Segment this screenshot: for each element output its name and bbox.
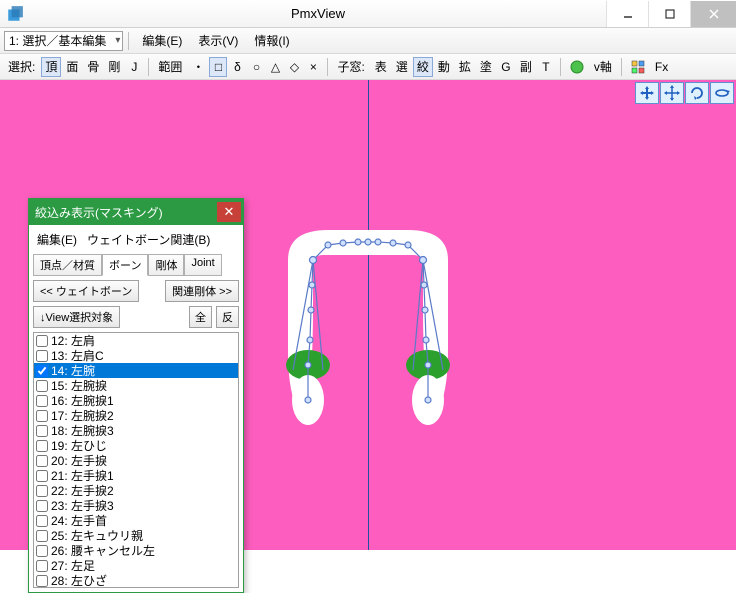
toolbar-button[interactable]: ・ <box>188 57 208 77</box>
toolbar-button[interactable]: ◇ <box>285 57 303 77</box>
list-item[interactable]: 16: 左腕捩1 <box>34 393 238 408</box>
list-item[interactable]: 26: 腰キャンセル左 <box>34 543 238 558</box>
menu-item[interactable]: 情報(I) <box>246 30 297 52</box>
toolbar-button[interactable]: 選 <box>392 57 412 77</box>
list-item-checkbox[interactable] <box>36 485 48 497</box>
toolbar-button[interactable]: ○ <box>247 57 265 77</box>
tool-circle-green-icon[interactable] <box>566 57 588 77</box>
viewport[interactable]: 絞込み表示(マスキング) ✕ 編集(E) ウェイトボーン関連(B) 頂点／材質ボー… <box>0 80 736 550</box>
list-item[interactable]: 27: 左足 <box>34 558 238 573</box>
list-item[interactable]: 25: 左キュウリ親 <box>34 528 238 543</box>
panel-close-button[interactable]: ✕ <box>217 202 241 222</box>
gizmo-move-icon[interactable] <box>660 82 684 104</box>
toolbar-button[interactable]: 表 <box>371 57 391 77</box>
maximize-button[interactable] <box>648 1 690 27</box>
toolbar-button[interactable]: 骨 <box>83 57 103 77</box>
view-select-target-button[interactable]: ↓View選択対象 <box>33 306 120 328</box>
range-label: 範囲 <box>154 58 186 75</box>
toolbar-button[interactable]: G <box>497 57 515 77</box>
panel-tab[interactable]: Joint <box>184 254 221 276</box>
gizmo-pan-icon[interactable] <box>635 82 659 104</box>
list-item-checkbox[interactable] <box>36 440 48 452</box>
list-item-checkbox[interactable] <box>36 425 48 437</box>
list-item-checkbox[interactable] <box>36 380 48 392</box>
panel-menu-item[interactable]: 編集(E) <box>37 231 77 248</box>
gizmo-zoom-icon[interactable] <box>710 82 734 104</box>
panel-tab[interactable]: ボーン <box>102 254 148 276</box>
toolbar-button[interactable]: 剛 <box>104 57 124 77</box>
menu-item[interactable]: 編集(E) <box>134 30 190 52</box>
toolbar-button[interactable]: 塗 <box>476 57 496 77</box>
list-item-label: 29: 左足首 <box>51 587 107 588</box>
model-canvas <box>228 210 508 440</box>
list-item[interactable]: 21: 左手捩1 <box>34 468 238 483</box>
panel-menu-item[interactable]: ウェイトボーン関連(B) <box>87 231 210 248</box>
select-label: 選択: <box>4 58 39 75</box>
list-item-checkbox[interactable] <box>36 515 48 527</box>
list-item[interactable]: 24: 左手首 <box>34 513 238 528</box>
masking-panel: 絞込み表示(マスキング) ✕ 編集(E) ウェイトボーン関連(B) 頂点／材質ボー… <box>28 198 244 593</box>
list-item[interactable]: 18: 左腕捩3 <box>34 423 238 438</box>
titlebar: PmxView <box>0 0 736 28</box>
list-item-checkbox[interactable] <box>36 575 48 587</box>
panel-title-text: 絞込み表示(マスキング) <box>35 204 163 221</box>
list-item[interactable]: 14: 左腕 <box>34 363 238 378</box>
toolbar-button[interactable]: △ <box>266 57 284 77</box>
list-item[interactable]: 20: 左手捩 <box>34 453 238 468</box>
list-item-checkbox[interactable] <box>36 500 48 512</box>
toolbar-button[interactable]: J <box>125 57 143 77</box>
childwin-label: 子窓: <box>333 58 368 75</box>
view-gizmos <box>635 82 734 104</box>
minimize-button[interactable] <box>606 1 648 27</box>
list-item[interactable]: 19: 左ひじ <box>34 438 238 453</box>
toolbar-button[interactable]: 拡 <box>455 57 475 77</box>
select-invert-button[interactable]: 反 <box>216 306 239 328</box>
toolbar: 選択: 頂面骨剛J 範囲 ・□δ○△◇× 子窓: 表選絞動拡塗G副T v軸 Fx <box>0 54 736 80</box>
window-title: PmxView <box>30 6 606 21</box>
list-item[interactable]: 17: 左腕捩2 <box>34 408 238 423</box>
list-item[interactable]: 23: 左手捩3 <box>34 498 238 513</box>
list-item-checkbox[interactable] <box>36 395 48 407</box>
toolbar-button[interactable]: 副 <box>516 57 536 77</box>
list-item-checkbox[interactable] <box>36 335 48 347</box>
toolbar-button[interactable]: 面 <box>62 57 82 77</box>
list-item[interactable]: 28: 左ひざ <box>34 573 238 588</box>
list-item[interactable]: 13: 左肩C <box>34 348 238 363</box>
list-item-checkbox[interactable] <box>36 455 48 467</box>
list-item-checkbox[interactable] <box>36 410 48 422</box>
toolbar-button[interactable]: 絞 <box>413 57 433 77</box>
app-icon <box>6 5 24 23</box>
list-item-label: 28: 左ひざ <box>51 572 107 588</box>
toolbar-button[interactable]: 動 <box>434 57 454 77</box>
list-item-checkbox[interactable] <box>36 350 48 362</box>
toolbar-button[interactable]: 頂 <box>41 57 61 77</box>
menubar: 1: 選択／基本編集 編集(E)表示(V)情報(I) <box>0 28 736 54</box>
list-item-checkbox[interactable] <box>36 365 48 377</box>
list-item-checkbox[interactable] <box>36 545 48 557</box>
list-item-checkbox[interactable] <box>36 560 48 572</box>
list-item[interactable]: 22: 左手捩2 <box>34 483 238 498</box>
gizmo-rotate-icon[interactable] <box>685 82 709 104</box>
related-rigid-button[interactable]: 関連剛体 >> <box>165 280 239 302</box>
list-item-checkbox[interactable] <box>36 470 48 482</box>
tool-fx[interactable]: Fx <box>651 57 672 77</box>
toolbar-button[interactable]: δ <box>228 57 246 77</box>
mode-dropdown[interactable]: 1: 選択／基本編集 <box>4 31 123 51</box>
list-item[interactable]: 15: 左腕捩 <box>34 378 238 393</box>
panel-tab[interactable]: 頂点／材質 <box>33 254 102 276</box>
panel-tab[interactable]: 剛体 <box>148 254 184 276</box>
panel-titlebar[interactable]: 絞込み表示(マスキング) ✕ <box>29 199 243 225</box>
weightbone-button[interactable]: << ウェイトボーン <box>33 280 139 302</box>
close-button[interactable] <box>690 1 736 27</box>
toolbar-button[interactable]: × <box>304 57 322 77</box>
list-item[interactable]: 12: 左肩 <box>34 333 238 348</box>
toolbar-button[interactable]: T <box>537 57 555 77</box>
tool-vaxis[interactable]: v軸 <box>590 57 616 77</box>
select-all-button[interactable]: 全 <box>189 306 212 328</box>
list-item-checkbox[interactable] <box>36 530 48 542</box>
toolbar-button[interactable]: □ <box>209 57 227 77</box>
menu-item[interactable]: 表示(V) <box>190 30 246 52</box>
tool-grid-icon[interactable] <box>627 57 649 77</box>
